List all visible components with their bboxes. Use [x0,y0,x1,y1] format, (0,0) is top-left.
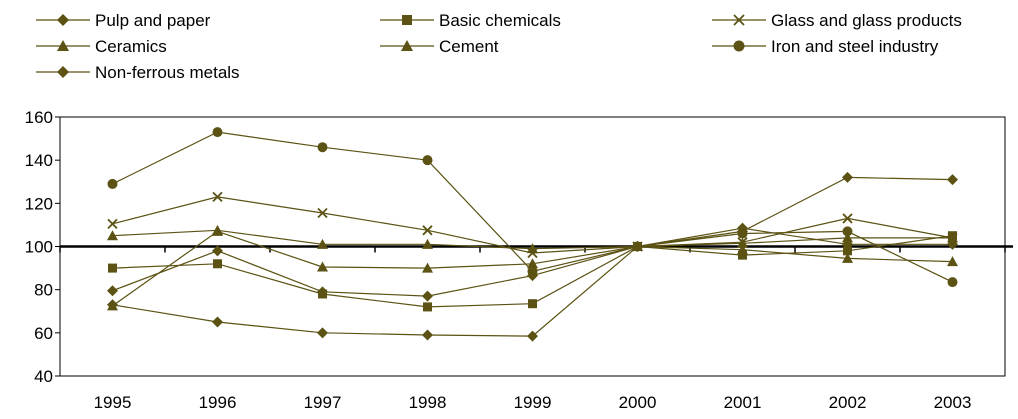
data-point [947,174,958,186]
legend-marker-triangle-icon [401,40,413,51]
data-point [947,277,958,288]
data-point [527,330,538,342]
x-tick-label: 2002 [829,393,867,412]
data-point [842,171,853,183]
legend-item-cement: Cement [380,37,499,56]
legend-item-basic-chemicals: Basic chemicals [380,11,561,30]
data-point [737,222,748,234]
data-point [317,286,328,298]
data-point [527,243,538,254]
legend-item-iron-and-steel-industry: Iron and steel industry [712,37,939,56]
x-tick-label: 1998 [409,393,447,412]
data-point [212,316,223,328]
legend-label: Pulp and paper [95,11,211,30]
data-point [422,155,433,166]
data-point [317,142,328,153]
data-point [212,225,223,236]
data-point [107,300,118,311]
data-point [212,127,223,138]
legend-label: Ceramics [95,37,167,56]
data-point [527,270,538,282]
data-point [108,263,117,273]
data-point [737,244,748,255]
data-point [422,225,433,236]
data-point [422,329,433,341]
x-tick-label: 1996 [199,393,237,412]
legend-marker-x-icon [733,14,745,26]
data-point [422,238,433,249]
data-point [317,238,328,249]
data-point [422,262,433,273]
data-point [842,232,853,243]
data-point [212,245,223,257]
legend-marker-square-icon [402,15,412,25]
data-point [527,258,538,269]
data-point [213,259,222,269]
x-tick-label: 1995 [94,393,132,412]
data-point [947,256,958,267]
legend: Pulp and paper Basic chemicals Glass and g… [36,11,962,82]
series-non-ferrous-metals [107,222,958,302]
x-tick-label: 2003 [934,393,972,412]
data-point [107,285,118,297]
x-tick-label: 2000 [619,393,657,412]
x-tick-label: 1999 [514,393,552,412]
data-point [843,246,852,256]
legend-marker-circle-icon [733,40,745,52]
y-tick-label: 80 [34,281,53,300]
data-point [947,238,958,250]
data-point [738,250,747,260]
data-point [632,241,643,252]
data-point [842,213,853,224]
data-point [212,191,223,202]
data-point [317,327,328,339]
legend-label: Iron and steel industry [771,37,939,56]
data-point [842,252,853,263]
data-point [107,178,118,189]
legend-label: Non-ferrous metals [95,63,240,82]
series-ceramics [107,224,958,254]
data-point [842,238,853,250]
legend-label: Cement [439,37,499,56]
y-tick-label: 100 [25,238,53,257]
legend-label: Basic chemicals [439,11,561,30]
data-point [737,237,748,248]
x-tick-label: 2001 [724,393,762,412]
legend-item-glass-and-glass-products: Glass and glass products [712,11,962,30]
legend-item-ceramics: Ceramics [36,37,167,56]
y-tick-label: 40 [34,367,53,386]
series-cement [107,225,958,311]
data-point [947,232,958,243]
data-point [422,290,433,302]
legend-marker-diamond-icon [57,66,69,78]
y-tick-label: 140 [25,151,53,170]
x-tick-label: 1997 [304,393,342,412]
data-point [423,302,432,312]
data-point [107,218,118,229]
legend-marker-triangle-icon [57,40,69,51]
legend-marker-diamond-icon [57,14,69,26]
legend-label: Glass and glass products [771,11,962,30]
data-point [528,299,537,309]
legend-item-non-ferrous-metals: Non-ferrous metals [36,63,240,82]
legend-item-pulp-and-paper: Pulp and paper [36,11,211,30]
y-tick-label: 160 [25,108,53,127]
y-tick-label: 120 [25,194,53,213]
data-point [317,261,328,272]
data-point [842,226,853,237]
data-point [107,230,118,241]
plot-area: 40 60 80 100 120 140 160 1995 1996 1997 1998 1999 20… [25,108,1013,412]
data-point [317,207,328,219]
y-tick-label: 60 [34,324,53,343]
